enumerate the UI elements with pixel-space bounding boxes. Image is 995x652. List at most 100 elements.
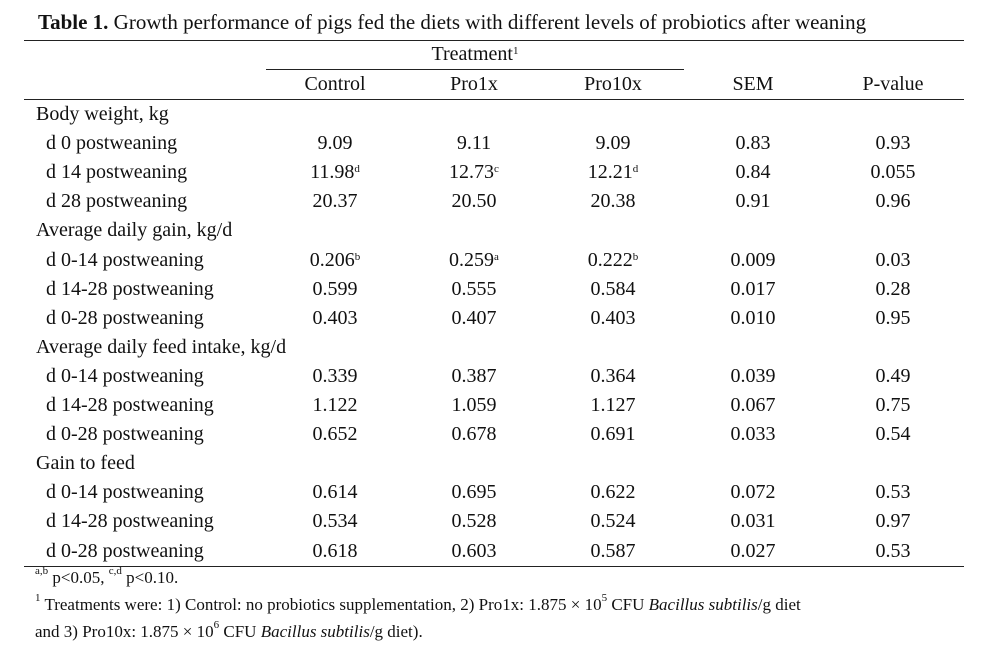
row-label: d 14-28 postweaning [46,510,214,533]
fn1-sup: 1 [35,592,41,604]
significance-note: a,b p<0.05, c,d p<0.10. [35,565,179,588]
table-cell-p-value: 0.03 [876,248,911,272]
treatment-header-label: Treatment [431,43,513,65]
table-cell-pro1x: 0.555 [452,277,497,301]
table-cell-p-value: 0.53 [876,480,911,504]
cell-value: 0.603 [451,539,497,562]
table-cell-control: 0.403 [313,306,358,330]
table-cell-pro10x: 0.584 [591,277,636,301]
table-cell-pro1x: 0.603 [452,539,497,563]
cell-value: 0.027 [730,539,776,562]
cell-value: 0.584 [590,277,636,300]
fn1-line1-b: CFU [607,595,649,614]
row-label: d 28 postweaning [46,190,188,213]
table-cell-sem: 0.017 [731,277,776,301]
cell-value: 12.73 [449,161,495,184]
table-cell-sem: 0.039 [731,364,776,388]
significance-superscript: b [632,250,639,263]
table-cell-sem: 0.031 [731,509,776,533]
cell-value: 0.206 [309,248,355,271]
fn1-line1-c: /g diet [757,595,801,614]
cell-value: 9.09 [595,132,631,155]
sig-sup-cd: c,d [108,565,122,577]
row-label: d 0-28 postweaning [46,539,204,562]
cell-value: 0.91 [735,190,771,213]
table-cell-p-value: 0.75 [876,393,911,417]
significance-superscript: d [632,163,639,176]
sig-sup-ab: a,b [35,565,49,577]
cell-value: 9.11 [456,132,492,155]
treatment-span-rule [266,69,684,70]
fn1-line1-a: Treatments were: 1) Control: no probioti… [40,595,602,614]
cell-value: 20.37 [312,190,358,213]
cell-value: 0.622 [590,481,636,504]
cell-value: 0.534 [312,510,358,533]
cell-value: 0.387 [451,364,497,387]
cell-value: 0.403 [312,306,358,329]
table-cell-pro1x: 9.11 [457,131,491,155]
cell-value: 0.009 [730,248,776,271]
table-cell-pro10x: 20.38 [591,189,636,213]
cell-value: 0.339 [312,364,358,387]
table-cell-pro10x: 0.691 [591,422,636,446]
significance-superscript: d [354,163,360,176]
sig-text-1: p<0.05, [48,568,109,587]
bottom-rule [24,566,964,567]
table-cell-p-value: 0.055 [871,160,916,184]
row-label: d 14-28 postweaning [46,277,214,300]
cell-value: 0.010 [730,306,776,329]
cell-value: 0.96 [875,190,911,213]
cell-value: 0.97 [875,510,911,533]
fn1-line2-species: Bacillus subtilis [260,622,370,641]
significance-superscript: b [354,250,361,263]
cell-value: 0.95 [875,306,911,329]
cell-value: 0.678 [451,423,497,446]
table-cell-pro1x: 0.695 [452,480,497,504]
table-cell-pro1x: 0.528 [452,509,497,533]
table-cell-p-value: 0.53 [876,539,911,563]
cell-value: 0.403 [590,306,636,329]
row-label: d 0-28 postweaning [46,423,204,446]
table-cell-control: 0.206b [310,248,361,272]
column-header-p-value: P-value [862,73,924,95]
table-cell-pro1x: 0.259a [449,248,499,272]
table-cell-sem: 0.027 [731,539,776,563]
table-cell-pro10x: 0.622 [591,480,636,504]
table-cell-pro1x: 20.50 [452,189,497,213]
cell-value: 1.122 [312,394,358,416]
table-cell-sem: 0.033 [731,422,776,446]
cell-value: 0.072 [730,481,776,504]
cell-value: 0.587 [590,539,636,562]
cell-value: 0.039 [730,364,776,387]
cell-value: 0.067 [730,394,776,416]
table-cell-sem: 0.83 [736,131,771,155]
table-cell-pro1x: 12.73c [449,160,499,184]
table-title-label: Table 1. [38,10,109,34]
fn1-line1-exp: 5 [601,592,608,604]
cell-value: 0.28 [875,277,911,300]
fn1-line2-a: and 3) Pro10x: 1.875 × 10 [35,622,214,641]
cell-value: 0.017 [730,277,776,300]
cell-value: 0.75 [875,394,911,416]
table-cell-p-value: 0.28 [876,277,911,301]
table-cell-pro1x: 1.059 [452,393,497,417]
table-cell-sem: 0.009 [731,248,776,272]
table-cell-control: 1.122 [313,393,358,417]
cell-value: 0.033 [730,423,776,446]
column-header-control: Control [304,73,366,95]
sig-text-2: p<0.10. [121,568,179,587]
group-label: Average daily gain, kg/d [36,219,233,242]
cell-value: 0.259 [449,248,495,271]
column-header-pro10x: Pro10x [584,73,642,95]
cell-value: 1.059 [451,394,497,416]
cell-value: 0.652 [312,423,358,446]
cell-value: 0.53 [875,539,911,562]
table-cell-pro1x: 0.678 [452,422,497,446]
table-cell-control: 9.09 [318,131,353,155]
cell-value: 0.555 [451,277,497,300]
cell-value: 20.38 [590,190,636,213]
cell-value: 11.98 [310,161,355,184]
cell-value: 0.055 [870,161,916,184]
table-cell-control: 0.534 [313,509,358,533]
table-cell-sem: 0.067 [731,393,776,417]
